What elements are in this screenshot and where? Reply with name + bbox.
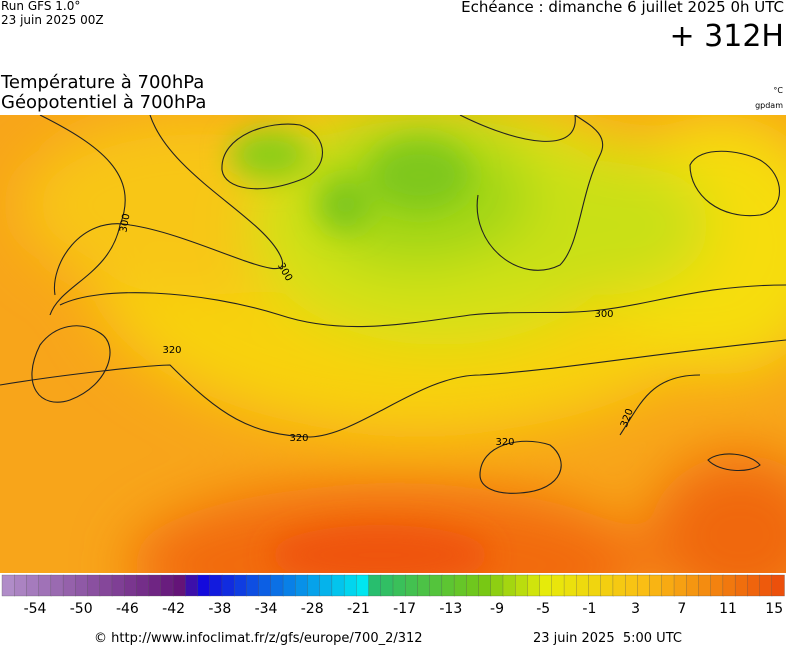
legend-swatch: [515, 574, 529, 597]
legend-swatch: [759, 574, 773, 597]
legend-swatch: [1, 574, 15, 597]
legend-swatch: [258, 574, 272, 597]
legend-label: -13: [439, 601, 462, 617]
legend-swatch: [527, 574, 541, 597]
run-date: 23 juin 2025 00Z: [1, 13, 104, 27]
legend-swatch: [160, 574, 174, 597]
legend-swatch: [490, 574, 504, 597]
legend-swatch: [148, 574, 162, 597]
legend-swatch: [539, 574, 553, 597]
legend-swatch: [136, 574, 150, 597]
valid-time: Echéance : dimanche 6 juillet 2025 0h UT…: [461, 0, 784, 16]
legend-swatch: [771, 574, 785, 597]
legend-swatch: [734, 574, 748, 597]
legend-swatch: [295, 574, 309, 597]
legend-swatch: [710, 574, 724, 597]
legend-label: 3: [631, 601, 640, 617]
legend-swatch: [392, 574, 406, 597]
legend-swatch: [588, 574, 602, 597]
legend-swatch: [185, 574, 199, 597]
legend-swatch: [612, 574, 626, 597]
legend-label: -9: [490, 601, 504, 617]
legend-swatch: [576, 574, 590, 597]
legend-label: -42: [162, 601, 185, 617]
legend-swatch: [563, 574, 577, 597]
legend-swatch: [722, 574, 736, 597]
legend-swatch: [649, 574, 663, 597]
legend-swatch: [502, 574, 516, 597]
legend-label: 11: [719, 601, 737, 617]
legend-swatch: [38, 574, 52, 597]
legend-swatch: [441, 574, 455, 597]
legend-swatch: [282, 574, 296, 597]
contour-label: 320: [495, 437, 514, 448]
legend-swatch: [661, 574, 675, 597]
legend-swatch: [307, 574, 321, 597]
legend-label: -1: [582, 601, 596, 617]
source: © http://www.infoclimat.fr/z/gfs/europe/…: [94, 631, 423, 646]
legend-swatch: [368, 574, 382, 597]
legend-swatch: [466, 574, 480, 597]
legend-swatch: [686, 574, 700, 597]
legend-swatch: [551, 574, 565, 597]
field-title: Géopotentiel à 700hPa: [1, 92, 207, 113]
legend-label: -50: [70, 601, 93, 617]
legend-swatch: [209, 574, 223, 597]
issued: 23 juin 2025 5:00 UTC: [533, 631, 682, 646]
legend-swatch: [417, 574, 431, 597]
unit: °C: [773, 86, 783, 95]
legend-swatch: [429, 574, 443, 597]
legend-swatch: [75, 574, 89, 597]
legend-swatch: [221, 574, 235, 597]
legend-swatch: [453, 574, 467, 597]
legend-swatch: [197, 574, 211, 597]
legend-swatch: [234, 574, 248, 597]
contour-label: 300: [118, 213, 132, 234]
field-title: Température à 700hPa: [1, 72, 205, 93]
lead-time: + 312H: [669, 19, 785, 54]
legend-swatch: [172, 574, 186, 597]
legend-swatch: [747, 574, 761, 597]
unit: gpdam: [755, 101, 783, 110]
legend-swatch: [87, 574, 101, 597]
legend-swatch: [331, 574, 345, 597]
legend-swatch: [405, 574, 419, 597]
legend-label: -5: [536, 601, 550, 617]
legend-swatch: [698, 574, 712, 597]
legend-label: -17: [393, 601, 416, 617]
legend-label: 7: [677, 601, 686, 617]
color-legend: -54 -50 -46 -42 -38 -34 -28 -21 -17 -13 -9 -5 -1 3 7 11…: [1, 574, 785, 617]
legend-label: -38: [208, 601, 231, 617]
legend-swatch: [625, 574, 639, 597]
contour-label: 320: [162, 345, 181, 356]
legend-swatch: [637, 574, 651, 597]
contour-label: 320: [289, 433, 308, 444]
legend-swatch: [111, 574, 125, 597]
contour-label: 300: [594, 309, 613, 320]
legend-label: -28: [301, 601, 324, 617]
legend-swatch: [380, 574, 394, 597]
legend-swatch: [270, 574, 284, 597]
legend-swatch: [478, 574, 492, 597]
legend-label: -54: [24, 601, 47, 617]
legend-swatch: [600, 574, 614, 597]
legend-swatch: [356, 574, 370, 597]
legend-label: -46: [116, 601, 139, 617]
run-label: Run GFS 1.0°: [1, 0, 81, 13]
legend-label: -21: [347, 601, 370, 617]
legend-swatch: [62, 574, 76, 597]
legend-swatch: [343, 574, 357, 597]
legend-swatch: [319, 574, 333, 597]
legend-swatch: [246, 574, 260, 597]
legend-swatch: [50, 574, 64, 597]
legend-swatch: [673, 574, 687, 597]
legend-label: 15: [765, 601, 783, 617]
legend-swatch: [14, 574, 28, 597]
legend-label: -34: [255, 601, 278, 617]
legend-swatch: [99, 574, 113, 597]
legend-swatch: [26, 574, 40, 597]
legend-swatch: [124, 574, 138, 597]
